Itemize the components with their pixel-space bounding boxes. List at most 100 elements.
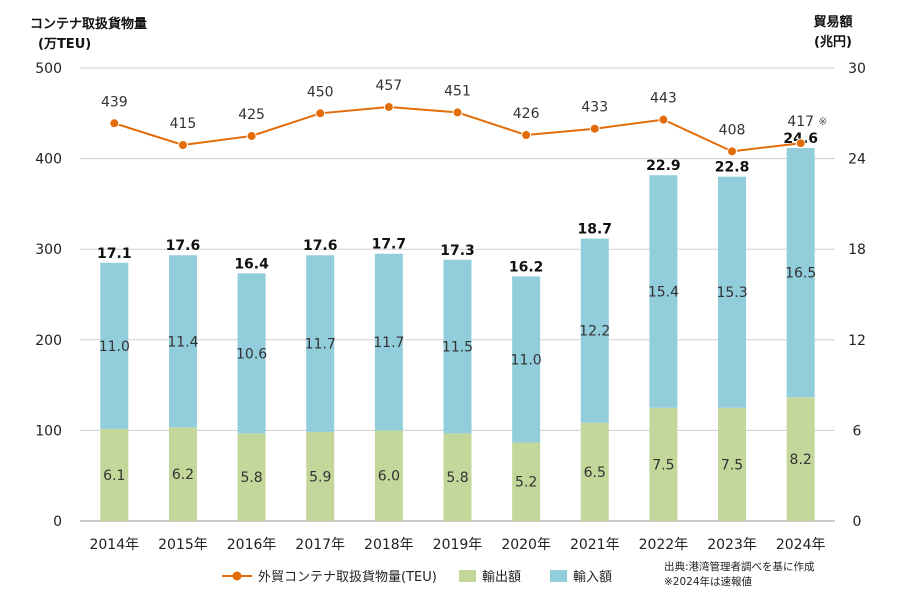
left-tick-label: 200 [35,333,62,349]
import-value-label: 12.2 [579,324,610,340]
x-tick-label: 2018年 [364,537,414,553]
export-bar [718,407,747,521]
x-tick-label: 2014年 [89,537,139,553]
export-bar [168,427,197,521]
total-value-label: 16.4 [234,256,269,272]
export-bar [649,407,678,521]
x-tick-label: 2015年 [158,537,208,553]
preliminary-note: ※2024年は速報値 [664,575,753,588]
import-value-label: 10.6 [236,346,267,362]
container-volume-label: 425 [238,107,265,123]
import-value-label: 15.3 [716,285,747,301]
export-value-label: 5.8 [240,470,262,486]
import-bar [718,176,747,408]
import-bar [786,148,815,398]
import-value-label: 16.5 [785,266,816,282]
export-value-label: 5.2 [515,475,537,491]
export-bar [237,433,266,521]
container-volume-label: 417 [787,114,814,130]
export-value-label: 6.1 [103,468,125,484]
x-tick-label: 2022年 [639,537,689,553]
source-note: 出典:港湾管理者調べを基に作成 [664,560,815,573]
right-axis-unit: (兆円) [814,34,852,50]
export-value-label: 5.9 [309,469,331,485]
container-volume-point [521,130,532,141]
export-value-label: 6.0 [378,469,400,485]
total-value-label: 22.8 [715,160,750,176]
right-axis-title: 貿易額 [813,14,852,30]
export-value-label: 8.2 [790,452,812,468]
x-tick-label: 2021年 [570,537,620,553]
container-volume-point [727,146,738,157]
import-value-label: 11.0 [99,339,130,355]
total-value-label: 17.7 [372,237,407,253]
x-tick-label: 2016年 [227,537,277,553]
container-volume-label: 408 [719,122,746,138]
left-tick-label: 100 [35,423,62,439]
left-tick-label: 400 [35,152,62,168]
container-volume-label: 443 [650,91,677,107]
import-bar [443,259,472,434]
x-tick-label: 2024年 [776,537,826,553]
export-bar [306,431,335,521]
container-volume-label: 450 [307,84,334,100]
import-bar [374,253,403,431]
total-value-label: 16.2 [509,259,544,275]
right-tick-label: 12 [848,333,866,349]
container-volume-point [452,107,463,118]
right-tick-label: 0 [853,514,862,530]
right-tick-label: 30 [848,61,866,77]
export-value-label: 7.5 [721,457,743,473]
export-value-label: 7.5 [652,457,674,473]
x-tick-label: 2019年 [433,537,483,553]
preliminary-mark: ※ [818,115,827,128]
import-bar [649,175,678,408]
left-axis-title: コンテナ取扱貨物量 [30,16,147,32]
legend-import-label: 輸入額 [573,570,612,585]
export-value-label: 5.8 [446,470,468,486]
import-bar [306,255,335,432]
container-volume-point [315,108,326,119]
import-value-label: 11.7 [305,337,336,353]
legend-line-label: 外貿コンテナ取扱貨物量(TEU) [258,569,437,585]
left-tick-label: 0 [53,514,62,530]
container-volume-label: 457 [375,78,402,94]
import-value-label: 15.4 [648,284,679,300]
left-tick-label: 500 [35,61,62,77]
legend-export-swatch [459,570,476,582]
export-value-label: 6.5 [584,465,606,481]
container-volume-label: 451 [444,83,471,99]
container-volume-label: 415 [170,116,197,132]
total-value-label: 17.6 [303,238,338,254]
container-volume-point [589,123,600,134]
x-tick-label: 2017年 [295,537,345,553]
export-bar [443,433,472,521]
import-value-label: 11.5 [442,340,473,356]
import-bar [512,276,541,443]
legend-export-label: 輸出額 [482,570,521,585]
import-bar [237,273,266,434]
legend-line-marker [232,571,242,581]
total-value-label: 22.9 [646,158,681,174]
total-value-label: 17.1 [97,246,132,262]
container-volume-point [177,140,188,151]
left-tick-label: 300 [35,242,62,258]
total-value-label: 17.3 [440,243,475,259]
right-tick-label: 24 [848,152,866,168]
container-volume-point [109,118,120,129]
container-volume-label: 439 [101,94,128,110]
total-value-label: 17.6 [166,238,201,254]
container-volume-point [246,130,257,141]
x-tick-label: 2020年 [501,537,551,553]
import-value-label: 11.0 [511,352,542,368]
container-volume-label: 426 [513,106,540,122]
legend-import-swatch [550,570,567,582]
import-bar [100,262,129,429]
export-bar [786,397,815,521]
right-tick-label: 18 [848,242,866,258]
import-bar [168,255,197,428]
container-volume-point [383,101,394,112]
export-bar [512,442,541,521]
export-bar [100,428,129,521]
